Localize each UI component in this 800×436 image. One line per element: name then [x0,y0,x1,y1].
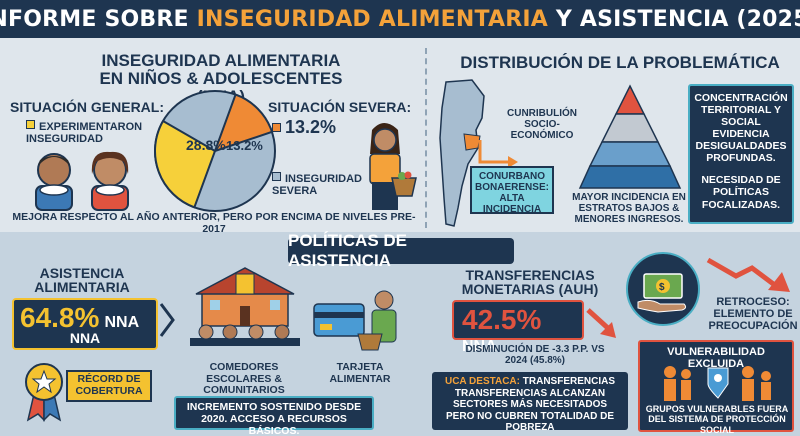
pyramid-chart [578,84,682,189]
down-arrow-icon [586,308,616,338]
vulnerabilidad-text: GRUPOS VULNERABLES FUERA DEL SISTEMA DE … [645,404,789,435]
vulnerabilidad-box: VULNERABILIDAD EXCLUIDA GRUPOS VULNERABL… [638,340,794,435]
asistencia-value: 64.8% [20,302,100,333]
concentracion-text: CONCENTRACIÓN TERRITORIAL Y SOCIAL EVIDE… [694,92,788,165]
money-hands-icon: $ [626,252,700,326]
severe-label: SITUACIÓN SEVERA: [268,99,412,115]
asistencia-title: ASISTENCIA ALIMENTARIA [34,265,130,295]
necesidad-text: NECESIDAD DE POLÍTICAS FOCALIZADAS. [701,174,781,211]
incremento-box: INCREMENTO SOSTENIDO DESDE 2020. ACCESO … [174,396,374,436]
uca-text: TRANSFERENCIAS TRANSFERENCIAS ALCANZAN S… [446,376,615,433]
transferencias-value: 42.5% [462,304,542,335]
child-girl-icon [91,151,129,211]
school-community-illustration [190,267,300,346]
pie-slice-severe [213,93,274,153]
tarjeta-label: TARJETA ALIMENTAR [329,361,391,385]
section-divider [425,48,427,228]
chevron-right-icon [159,303,175,337]
comedores-label: COMEDORES ESCOLARES & COMUNITARIOS [203,361,285,397]
pie-chart: 28.8% 13.2% [154,90,276,212]
woman-basket-illustration [369,123,417,210]
medal-icon [25,363,63,422]
pie-label-general: 28.8% [186,137,226,153]
svg-text:$: $ [659,282,665,293]
disminucion-label: DISMINUCIÓN DE -3.3 P.P. VS 2024 (45.8%) [465,344,605,366]
transferencias-unit: NNA [462,338,497,355]
record-box: RÉCORD DE COBERTURA [66,370,152,402]
concentracion-box: CONCENTRACIÓN TERRITORIAL Y SOCIAL EVIDE… [688,84,794,224]
distribution-section: DISTRIBUCIÓN DE LA PROBLEMÁTICA CUNRIBUL… [430,44,796,230]
policies-title: POLÍTICAS DE ASISTENCIA [288,231,514,270]
transferencias-title: TRANSFERENCIAS MONETARIAS (AUH) [461,267,599,297]
legend-severa: INSEGURIDAD SEVERA [272,172,363,198]
distribution-title: DISTRIBUCIÓN DE LA PROBLEMÁTICA [460,53,780,72]
children-eating-illustration [35,151,129,211]
vulnerable-people-icon [664,366,771,401]
legend-experimentaron: EXPERIMENTARON INSEGURIDAD [26,120,143,146]
header-banner: INFORME SOBRE INSEGURIDAD ALIMENTARIA Y … [0,0,800,38]
page-title: INFORME SOBRE INSEGURIDAD ALIMENTARIA Y … [0,6,800,32]
mayor-incidencia-label: MAYOR INCIDENCIA EN ESTRATOS BAJOS & MEN… [572,192,686,225]
pie-label-severe: 13.2% [226,138,263,153]
legend-swatch-orange [272,123,281,132]
severe-value: 13.2% [272,117,336,138]
transferencias-value-box: 42.5% NNA [452,300,584,355]
nna-section: INSEGURIDAD ALIMENTARIA EN NIÑOS & ADOLE… [6,44,422,234]
argentina-map-icon [439,79,485,227]
uca-highlight: UCA DESTACA: [444,376,520,387]
nna-footnote: MEJORA RESPECTO AL AÑO ANTERIOR, PERO PO… [12,211,416,235]
conurbano-box: CONURBANO BONAERENSE: ALTA INCIDENCIA [470,166,554,215]
asistencia-unit2: NNA [69,330,101,346]
asistencia-unit: NNA [104,314,140,331]
legend-swatch-blue [272,172,281,181]
vulnerabilidad-title: VULNERABILIDAD EXCLUIDA [667,346,765,370]
legend-swatch-yellow [26,120,35,129]
uca-box: UCA DESTACA: TRANSFERENCIAS TRANSFERENCI… [432,372,628,433]
contribucion-label: CUNRIBULIÓN SOCIO-ECONÓMICO [507,108,577,141]
asistencia-value-box: 64.8% NNA NNA [12,298,158,350]
trend-down-arrow-icon [706,257,790,292]
general-label: SITUACIÓN GENERAL: [10,99,164,115]
pie-slice-general [154,119,217,209]
retroceso-label: RETROCESO: ELEMENTO DE PREOCUPACIÓN [708,296,798,333]
child-boy-icon [35,153,73,211]
card-woman-illustration [313,290,397,351]
orange-connector-arrow [478,140,518,168]
